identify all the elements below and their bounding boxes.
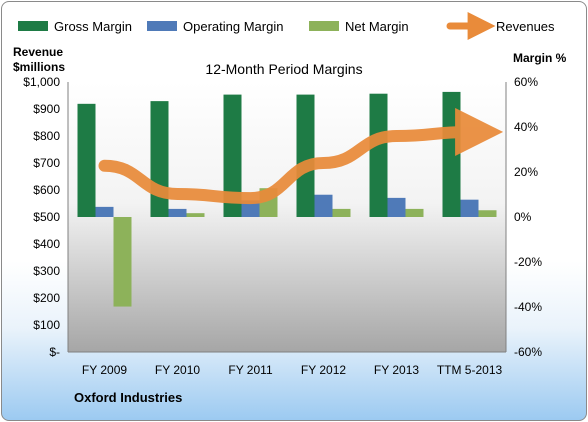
plot-area <box>68 82 506 352</box>
legend-label-operating-margin: Operating Margin <box>183 19 283 34</box>
left-tick-label: $700 <box>33 156 60 170</box>
bar-net-margin-1 <box>186 213 205 217</box>
bar-operating-margin-0 <box>95 206 114 217</box>
bar-net-margin-3 <box>332 208 351 217</box>
right-tick-label: 0% <box>514 210 532 224</box>
left-tick-label: $900 <box>33 102 60 116</box>
legend: Gross Margin Operating Margin Net Margin Re… <box>18 12 555 40</box>
x-tick-label: FY 2010 <box>155 363 200 377</box>
left-axis-label-line2: $millions <box>13 60 65 74</box>
revenues-line <box>98 107 504 205</box>
left-tick-label: $400 <box>33 237 60 251</box>
bar-gross-margin-2 <box>223 94 242 217</box>
right-tick-label: -40% <box>514 300 542 314</box>
legend-label-gross-margin: Gross Margin <box>54 19 132 34</box>
left-tick-label: $1,000 <box>23 75 60 89</box>
x-tick-label: FY 2012 <box>301 363 346 377</box>
bar-operating-margin-3 <box>314 194 333 217</box>
bar-operating-margin-1 <box>168 208 187 217</box>
bar-gross-margin-1 <box>150 101 169 217</box>
left-axis-label-line1: Revenue <box>13 45 63 59</box>
left-tick-label: $- <box>49 345 60 359</box>
right-axis-label: Margin % <box>513 51 567 65</box>
legend-swatch-gross-margin <box>18 21 48 31</box>
left-tick-label: $200 <box>33 291 60 305</box>
left-tick-label: $600 <box>33 183 60 197</box>
legend-label-revenues: Revenues <box>496 19 555 34</box>
company-name: Oxford Industries <box>74 390 182 405</box>
legend-swatch-operating-margin <box>147 21 177 31</box>
bar-gross-margin-5 <box>442 91 461 217</box>
x-tick-label: FY 2013 <box>374 363 419 377</box>
chart-title: 12-Month Period Margins <box>205 61 362 77</box>
bar-gross-margin-3 <box>296 94 315 217</box>
bar-net-margin-5 <box>478 210 497 217</box>
left-tick-label: $300 <box>33 264 60 278</box>
legend-label-net-margin: Net Margin <box>345 19 409 34</box>
bar-net-margin-4 <box>405 208 424 217</box>
x-tick-label: FY 2009 <box>82 363 127 377</box>
right-tick-label: 60% <box>514 75 538 89</box>
x-tick-label: TTM 5-2013 <box>437 363 503 377</box>
bar-operating-margin-5 <box>460 199 479 217</box>
bar-operating-margin-2 <box>241 200 260 217</box>
bar-operating-margin-4 <box>387 197 406 217</box>
legend-swatch-net-margin <box>309 21 339 31</box>
right-tick-label: 40% <box>514 120 538 134</box>
left-tick-label: $800 <box>33 129 60 143</box>
x-tick-label: FY 2011 <box>228 363 273 377</box>
bar-net-margin-0 <box>113 217 132 307</box>
right-tick-label: 20% <box>514 165 538 179</box>
left-tick-label: $100 <box>33 318 60 332</box>
right-tick-label: -60% <box>514 345 542 359</box>
bar-gross-margin-4 <box>369 93 388 217</box>
left-tick-label: $500 <box>33 210 60 224</box>
bar-gross-margin-0 <box>77 103 96 217</box>
right-tick-label: -20% <box>514 255 542 269</box>
